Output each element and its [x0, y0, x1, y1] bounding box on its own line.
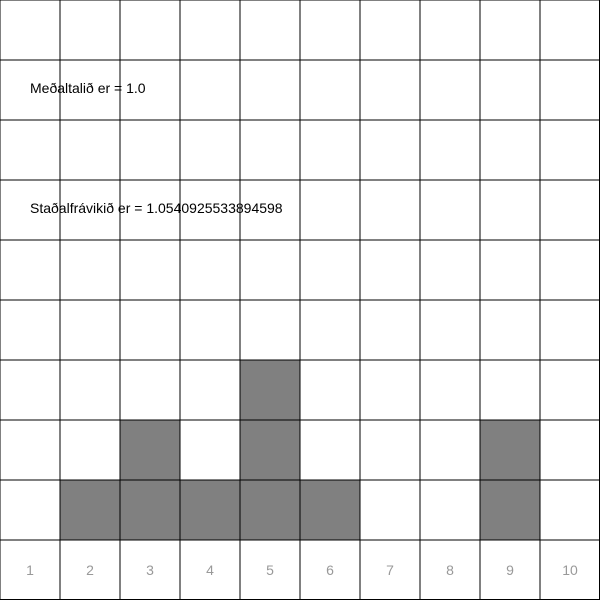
bar-cell-9-2 [480, 420, 540, 480]
x-tick-label-7: 7 [386, 562, 394, 578]
mean-label: Meðaltalið er = 1.0 [30, 80, 146, 96]
x-tick-label-2: 2 [86, 562, 94, 578]
x-tick-label-4: 4 [206, 562, 214, 578]
bar-cell-5-3 [240, 360, 300, 420]
bar-cell-5-1 [240, 480, 300, 540]
x-tick-label-5: 5 [266, 562, 274, 578]
bar-cell-6-1 [300, 480, 360, 540]
bars-layer [60, 360, 540, 540]
x-tick-label-1: 1 [26, 562, 34, 578]
bar-cell-2-1 [60, 480, 120, 540]
bar-cell-3-1 [120, 480, 180, 540]
bar-cell-4-1 [180, 480, 240, 540]
bar-cell-5-2 [240, 420, 300, 480]
x-tick-label-10: 10 [562, 562, 578, 578]
bar-cell-9-1 [480, 480, 540, 540]
bar-cell-3-2 [120, 420, 180, 480]
x-tick-label-6: 6 [326, 562, 334, 578]
x-tick-label-8: 8 [446, 562, 454, 578]
x-axis-labels-layer: 1 2 3 4 5 6 7 8 9 10 [26, 562, 578, 578]
std-deviation-label: Staðalfrávikið er = 1.0540925533894598 [30, 200, 283, 216]
x-tick-label-3: 3 [146, 562, 154, 578]
x-tick-label-9: 9 [506, 562, 514, 578]
